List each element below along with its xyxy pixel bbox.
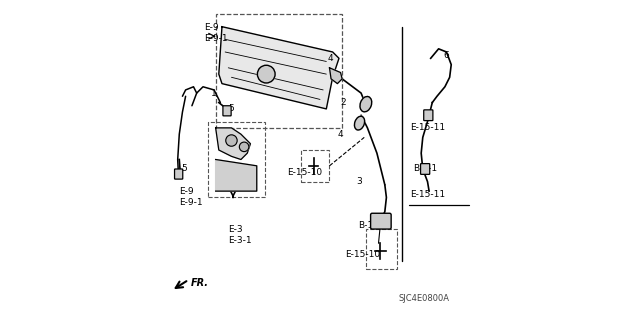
FancyBboxPatch shape xyxy=(175,169,183,179)
Text: SJC4E0800A: SJC4E0800A xyxy=(399,294,450,303)
Polygon shape xyxy=(216,160,257,191)
Circle shape xyxy=(257,65,275,83)
Text: 6: 6 xyxy=(444,51,449,60)
Text: 4: 4 xyxy=(337,130,343,139)
FancyBboxPatch shape xyxy=(424,110,433,121)
Text: 4: 4 xyxy=(328,54,333,63)
Bar xyxy=(301,150,330,182)
Circle shape xyxy=(226,135,237,146)
Text: E-15-11: E-15-11 xyxy=(410,190,445,199)
Bar xyxy=(216,14,342,128)
FancyBboxPatch shape xyxy=(420,164,429,174)
Text: FR.: FR. xyxy=(190,278,209,288)
Text: 5: 5 xyxy=(181,165,187,174)
Text: E-15-11: E-15-11 xyxy=(410,123,445,132)
Ellipse shape xyxy=(360,96,372,112)
Polygon shape xyxy=(219,27,339,109)
Circle shape xyxy=(239,142,249,152)
Text: 3: 3 xyxy=(356,177,362,186)
Text: E-9
E-9-1: E-9 E-9-1 xyxy=(205,23,228,43)
Text: 2: 2 xyxy=(340,98,346,107)
Polygon shape xyxy=(216,128,250,160)
Text: E-15-10: E-15-10 xyxy=(346,250,380,259)
FancyBboxPatch shape xyxy=(371,213,391,229)
Polygon shape xyxy=(330,68,342,84)
Bar xyxy=(208,122,265,197)
Text: E-9
E-9-1: E-9 E-9-1 xyxy=(179,187,203,207)
Text: 5: 5 xyxy=(228,104,234,113)
FancyBboxPatch shape xyxy=(223,106,231,116)
Text: 1: 1 xyxy=(211,89,217,98)
Text: E-15-10: E-15-10 xyxy=(287,168,322,177)
Text: B-1: B-1 xyxy=(358,221,373,230)
Text: B-1-1: B-1-1 xyxy=(413,165,437,174)
Ellipse shape xyxy=(355,116,365,130)
Bar xyxy=(366,229,397,269)
Text: E-3
E-3-1: E-3 E-3-1 xyxy=(228,225,252,245)
